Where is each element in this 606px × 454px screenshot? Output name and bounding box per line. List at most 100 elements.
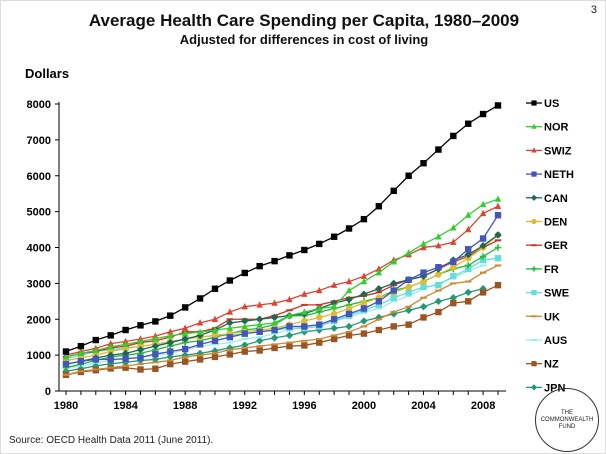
data-point-nz (375, 326, 383, 334)
data-point-us (122, 326, 129, 334)
data-point-den (435, 271, 442, 278)
data-point-den (301, 317, 308, 325)
data-point-swe (465, 265, 472, 273)
y-tick-label: 1000 (27, 350, 51, 362)
data-point-us (181, 304, 189, 311)
data-point-us (301, 246, 308, 254)
legend-marker-fr (531, 266, 537, 272)
data-point-neth (390, 287, 397, 294)
data-point-us (435, 146, 442, 153)
data-point-us (256, 262, 263, 270)
data-point-neth (181, 345, 189, 353)
data-point-swe (435, 281, 442, 289)
data-point-jpn (241, 341, 249, 349)
data-point-neth (256, 328, 263, 336)
legend-label-neth: NETH (544, 169, 574, 181)
data-point-jpn (255, 337, 264, 345)
data-point-neth (330, 316, 338, 323)
y-tick-label: 7000 (27, 135, 51, 147)
data-point-nor (450, 224, 457, 231)
data-point-neth (450, 258, 457, 266)
data-point-nor (62, 353, 70, 360)
data-point-neth (137, 354, 144, 361)
legend-label-swe: SWE (544, 288, 569, 300)
data-point-den (345, 305, 353, 312)
data-point-neth (152, 350, 159, 358)
data-point-swe (494, 255, 502, 262)
data-point-nor (316, 304, 323, 312)
data-point-us (196, 295, 204, 302)
legend-marker-can (530, 194, 538, 201)
data-point-neth (107, 356, 114, 363)
data-point-nor (196, 328, 204, 335)
data-point-us (107, 332, 114, 339)
data-point-nz (405, 321, 412, 328)
data-point-can (226, 319, 234, 327)
legend-label-can: CAN (544, 193, 568, 205)
data-point-us (77, 342, 85, 350)
data-point-us (152, 318, 159, 325)
data-point-nor (479, 200, 487, 208)
legend-label-fr: FR (544, 264, 559, 276)
data-point-jpn (464, 288, 472, 297)
y-tick-label: 3000 (27, 278, 51, 290)
data-point-neth (420, 269, 427, 276)
data-point-nor (360, 277, 368, 285)
data-point-jpn (360, 317, 368, 325)
data-point-us (405, 172, 412, 179)
data-point-nz (345, 332, 353, 339)
data-point-den (420, 278, 427, 285)
data-point-den (330, 310, 338, 318)
x-tick-label: 2004 (411, 400, 436, 412)
legend-marker-neth (531, 171, 537, 177)
data-point-nz (167, 360, 174, 368)
data-point-swiz (330, 281, 338, 288)
data-point-nz (390, 323, 397, 330)
data-point-jpn (434, 297, 443, 306)
x-tick-label: 1992 (233, 400, 257, 412)
data-point-den (450, 264, 457, 271)
data-point-fr (479, 253, 487, 260)
data-point-swiz (211, 315, 219, 322)
data-point-nz (494, 281, 502, 289)
data-point-can (390, 279, 398, 288)
data-point-swiz (271, 299, 278, 306)
data-point-nz (301, 342, 308, 349)
x-tick-label: 2000 (352, 400, 376, 412)
data-point-jpn (196, 349, 204, 358)
data-point-nor (256, 320, 263, 328)
data-point-nz (450, 299, 457, 307)
data-point-nor (226, 324, 234, 331)
data-point-nor (77, 349, 85, 357)
y-tick-label: 8000 (27, 99, 51, 111)
data-point-can (241, 317, 249, 325)
data-point-jpn (330, 324, 338, 332)
data-point-can (181, 335, 189, 343)
data-point-us (316, 240, 323, 248)
series-line-den (65, 234, 499, 362)
legend-marker-swiz (531, 147, 537, 153)
data-point-nz (330, 335, 338, 343)
series-line-fr (65, 246, 499, 369)
data-point-neth (479, 235, 487, 242)
data-point-swe (420, 283, 427, 291)
data-point-nz (271, 344, 278, 352)
data-point-can (270, 313, 279, 322)
data-point-us (92, 336, 99, 344)
data-point-neth (301, 323, 308, 330)
data-point-neth (375, 298, 383, 305)
data-point-neth (405, 276, 412, 283)
data-point-nor (241, 322, 248, 330)
legend-label-uk: UK (544, 311, 560, 323)
data-point-nor (390, 258, 397, 265)
data-point-swe (479, 256, 487, 264)
x-tick-label: 1980 (54, 400, 78, 412)
data-point-swiz (301, 290, 308, 297)
data-point-us (330, 233, 338, 240)
data-point-us (271, 257, 278, 265)
legend-marker-us (531, 100, 537, 106)
data-point-swiz (316, 286, 323, 294)
data-point-den (360, 299, 368, 307)
data-point-jpn (151, 355, 160, 364)
